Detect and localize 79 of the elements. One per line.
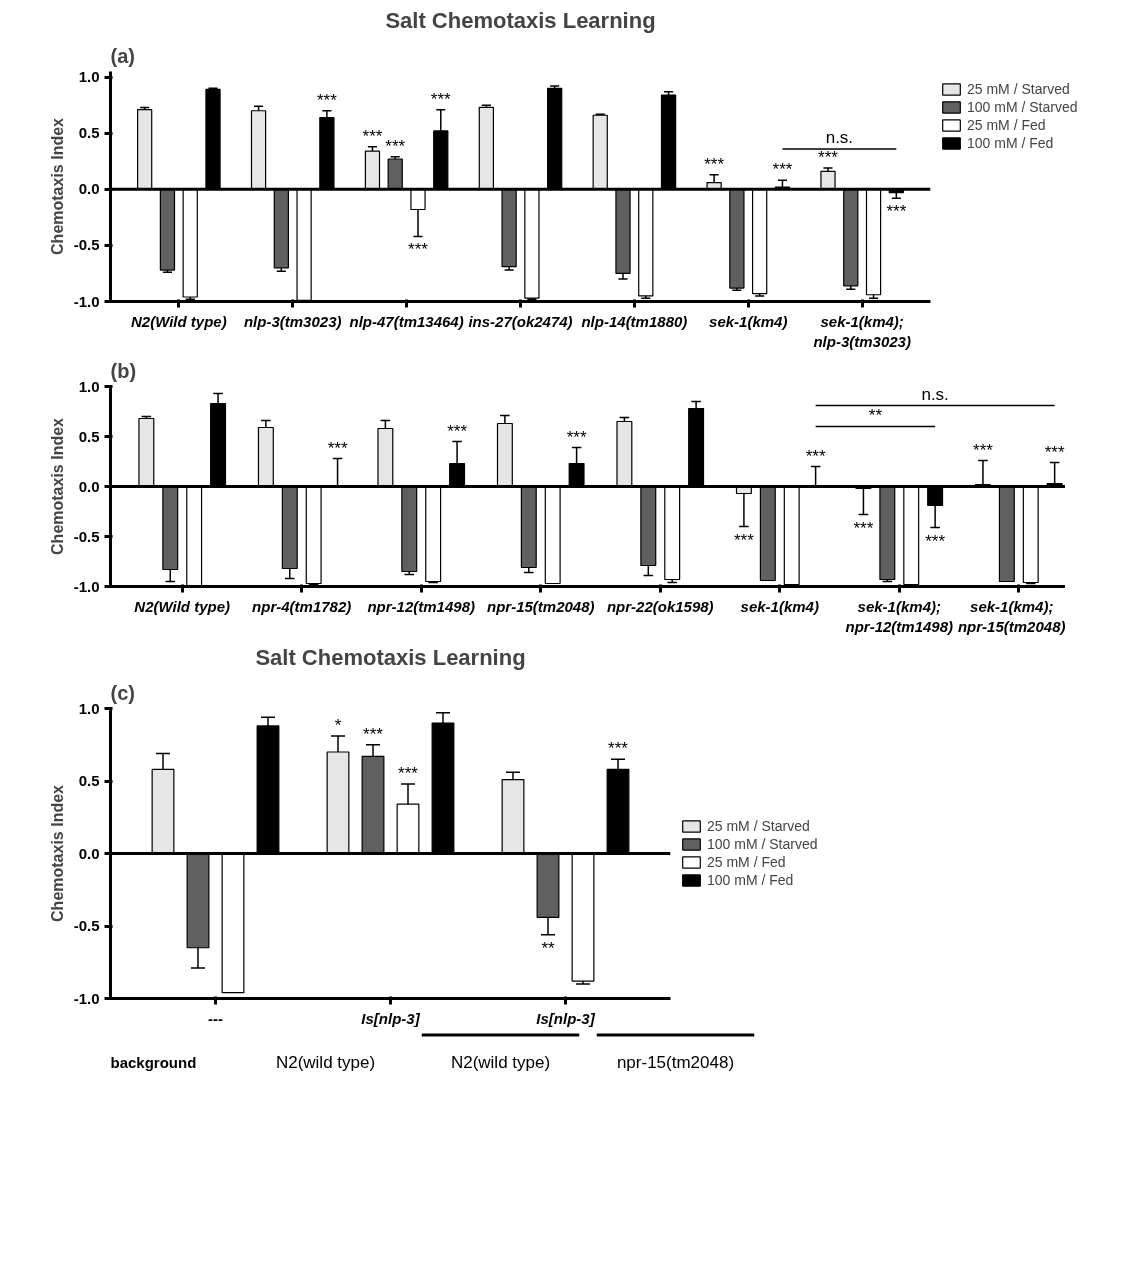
text: (b) (110, 359, 137, 382)
x-tick-label: sek-1(km4); nlp-3(tm3023) (813, 312, 911, 350)
x-tick-label: nlp-47(tm13464) (349, 312, 464, 330)
text: (c) (110, 681, 135, 704)
data-label: * (334, 716, 342, 736)
x-tick-label: sek-1(km4) (740, 597, 819, 615)
text: (a) (110, 44, 135, 67)
y-tick-label: -1.0 (73, 577, 100, 595)
data-label: *** (704, 154, 725, 174)
y-tick-label: -0.5 (73, 917, 100, 934)
x-tick-label: sek-1(km4); npr-12(tm1498) (845, 597, 954, 635)
legend-label: 25 mM / Fed (967, 117, 1046, 133)
data-label: *** (430, 89, 452, 109)
y-tick-label: 1.0 (78, 68, 100, 86)
data-label: *** (385, 136, 406, 156)
data-label: *** (733, 530, 755, 550)
data-label: *** (566, 427, 587, 447)
text: N2(wild type) (450, 1053, 551, 1072)
data-label: ** (541, 938, 555, 958)
legend-label: 100 mM / Fed (967, 135, 1054, 151)
annotation: ** (868, 405, 883, 425)
annotation: n.s. (921, 384, 949, 404)
text: npr-15(tm2048) (616, 1053, 735, 1072)
data-label: *** (818, 147, 839, 167)
legend-label: 25 mM / Fed (707, 854, 786, 870)
y-tick-label: -0.5 (73, 236, 100, 254)
y-tick-label: 0.5 (78, 124, 100, 142)
x-tick-label: npr-22(ok1598) (606, 597, 714, 615)
x-tick-label: N2(Wild type) (130, 312, 227, 330)
text: background (110, 1054, 197, 1071)
legend-label: 25 mM / Starved (967, 81, 1070, 97)
x-tick-label: --- (208, 1009, 224, 1027)
y-tick-label: -1.0 (73, 989, 100, 1007)
text: N2(wild type) (275, 1053, 376, 1072)
data-label: *** (447, 421, 468, 441)
data-label: *** (886, 202, 907, 222)
y-tick-label: 0.0 (78, 180, 100, 198)
y-tick-label: 0.5 (78, 427, 100, 445)
chart-title: Salt Chemotaxis Learning (385, 7, 656, 33)
y-tick-label: 1.0 (78, 699, 100, 717)
data-label: *** (408, 240, 429, 260)
y-tick-label: 0.0 (78, 477, 100, 495)
legend-label: 100 mM / Starved (967, 99, 1078, 115)
annotation: n.s. (825, 127, 854, 147)
x-tick-label: sek-1(km4); npr-15(tm2048) (957, 597, 1066, 635)
legend-label: 100 mM / Fed (707, 872, 794, 888)
x-tick-label: npr-15(tm2048) (486, 597, 595, 615)
data-label: *** (398, 763, 419, 783)
x-tick-label: Is[nlp-3] (361, 1009, 421, 1027)
x-tick-label: npr-12(tm1498) (367, 597, 476, 615)
y-tick-label: -0.5 (73, 527, 100, 545)
y-tick-label: -1.0 (73, 292, 100, 310)
data-label: *** (805, 446, 826, 466)
legend-label: 100 mM / Starved (707, 836, 818, 852)
y-axis-title: Chemotaxis Index (48, 417, 66, 555)
x-tick-label: ins-27(ok2474) (468, 312, 573, 330)
x-tick-label: Is[nlp-3] (536, 1009, 596, 1027)
data-label: *** (363, 724, 384, 744)
data-label: *** (925, 531, 946, 551)
y-tick-label: 0.0 (78, 844, 100, 862)
x-tick-label: npr-4(tm1782) (252, 597, 352, 615)
y-axis-title: Chemotaxis Index (48, 784, 66, 922)
y-tick-label: 0.5 (78, 772, 100, 789)
x-tick-label: sek-1(km4) (709, 312, 788, 330)
data-label: *** (362, 126, 383, 146)
data-label: *** (327, 438, 348, 458)
chart-title: Salt Chemotaxis Learning (255, 644, 526, 670)
data-label: *** (973, 440, 994, 460)
data-label: *** (1044, 442, 1065, 462)
x-tick-label: N2(Wild type) (134, 597, 231, 615)
x-tick-label: nlp-14(tm1880) (581, 312, 688, 330)
y-tick-label: 1.0 (78, 377, 100, 395)
x-tick-label: nlp-3(tm3023) (243, 312, 342, 330)
legend-label: 25 mM / Starved (707, 818, 810, 834)
y-axis-title: Chemotaxis Index (48, 117, 66, 255)
data-label: *** (853, 518, 874, 538)
data-label: *** (772, 160, 793, 180)
data-label: *** (316, 90, 338, 110)
data-label: *** (608, 739, 629, 759)
